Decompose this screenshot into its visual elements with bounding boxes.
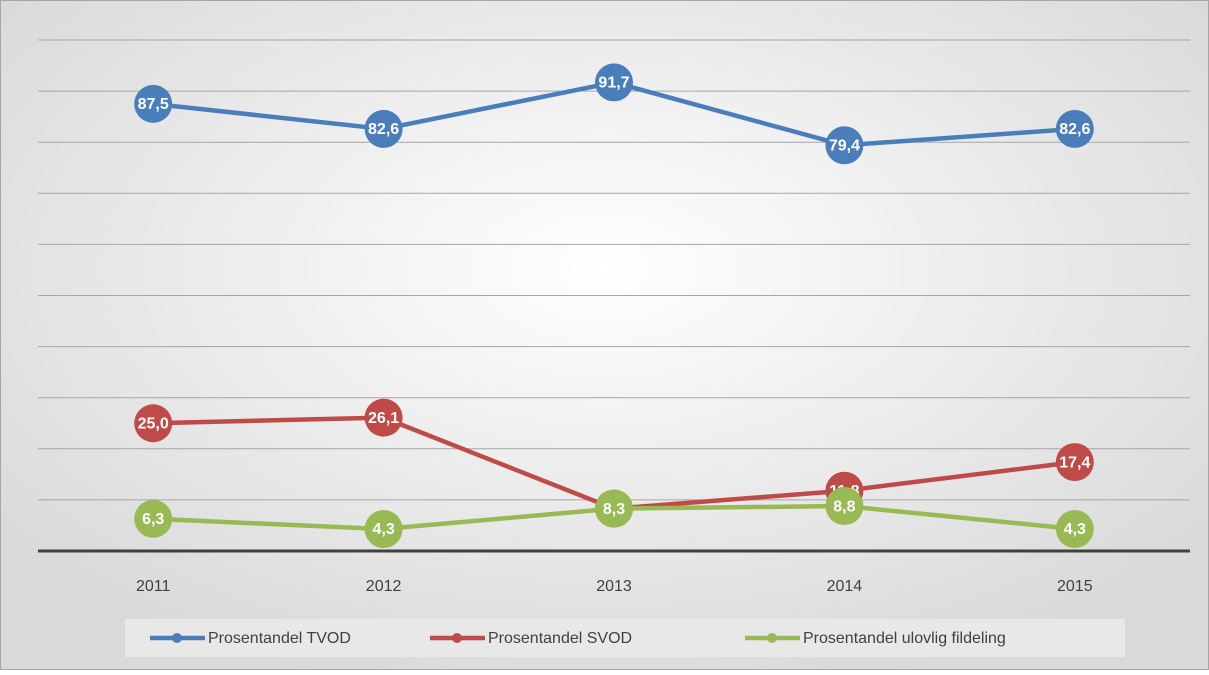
marker	[1055, 510, 1094, 549]
marker	[134, 84, 173, 123]
marker	[134, 499, 173, 538]
x-tick-label: 2011	[136, 578, 171, 595]
data-label: 82,6	[368, 121, 399, 138]
x-tick-label: 2014	[827, 578, 863, 595]
marker	[134, 404, 173, 443]
marker	[825, 126, 864, 165]
marker	[364, 510, 403, 549]
marker	[595, 63, 633, 102]
x-tick-label: 2015	[1057, 578, 1093, 595]
legend-label: Prosentandel SVOD	[488, 630, 632, 647]
x-tick-label: 2013	[596, 578, 632, 595]
legend-marker	[452, 633, 462, 643]
data-label: 8,8	[833, 498, 855, 515]
x-tick-label: 2012	[366, 578, 402, 595]
marker	[1055, 443, 1094, 482]
data-label: 26,1	[368, 410, 399, 427]
legend-label: Prosentandel TVOD	[208, 630, 351, 647]
legend-label: Prosentandel ulovlig fildeling	[803, 630, 1006, 647]
legend-box	[125, 619, 1125, 657]
legend-marker	[172, 633, 182, 643]
marker	[364, 109, 403, 148]
legend-marker	[767, 633, 777, 643]
marker	[364, 398, 403, 437]
data-label: 4,3	[1064, 521, 1086, 538]
data-label: 87,5	[138, 96, 169, 113]
data-label: 25,0	[138, 415, 169, 432]
data-label: 91,7	[598, 75, 629, 92]
marker	[1055, 109, 1094, 148]
data-label: 8,3	[603, 501, 625, 518]
data-label: 79,4	[829, 137, 860, 154]
data-label: 4,3	[372, 521, 394, 538]
data-label: 6,3	[142, 511, 164, 528]
marker	[595, 489, 633, 528]
data-label: 82,6	[1059, 121, 1090, 138]
marker	[825, 487, 864, 526]
data-label: 17,4	[1059, 454, 1090, 471]
